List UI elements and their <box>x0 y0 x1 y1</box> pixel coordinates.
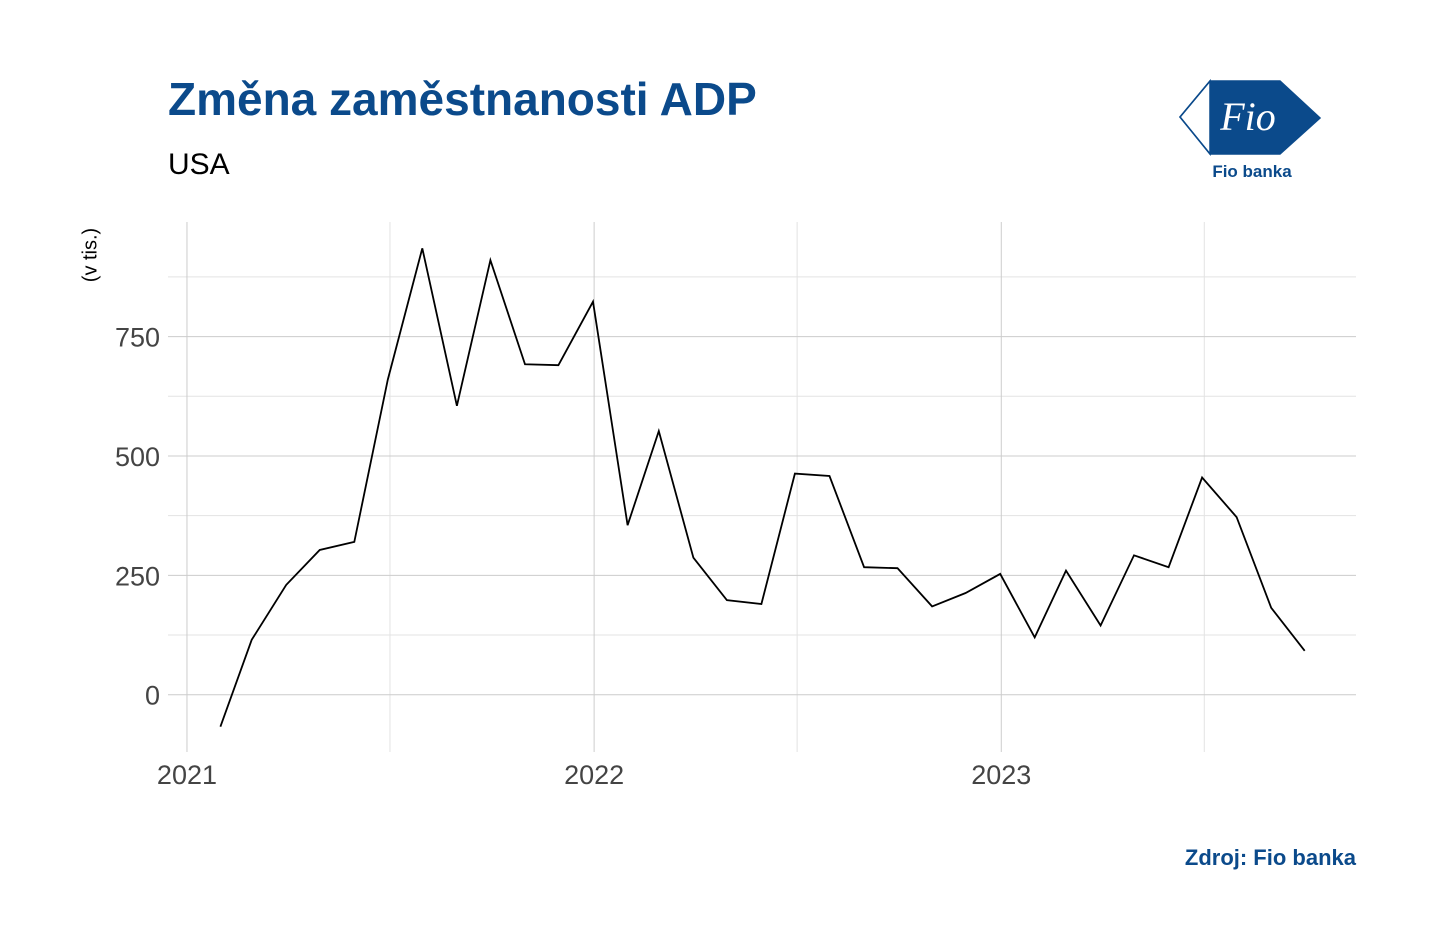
y-tick-label: 0 <box>145 681 160 711</box>
x-tick-label: 2021 <box>157 760 217 790</box>
x-tick-label: 2022 <box>564 760 624 790</box>
x-axis-ticks: 2021 2022 2023 <box>157 760 1031 790</box>
logo-mark-text: Fio <box>1219 94 1276 139</box>
x-tick-label: 2023 <box>971 760 1031 790</box>
logo-caption: Fio banka <box>1212 162 1292 181</box>
y-tick-label: 500 <box>115 442 160 472</box>
fio-logo-icon: Fio <box>1179 78 1322 157</box>
series-line <box>219 248 1306 728</box>
chart-subtitle: USA <box>168 148 230 181</box>
source-note: Zdroj: Fio banka <box>1184 845 1356 870</box>
minor-gridlines <box>168 222 1356 752</box>
chart-title: Změna zaměstnanosti ADP <box>168 73 757 125</box>
y-axis-ticks: 0 250 500 750 <box>115 323 160 711</box>
major-gridlines <box>168 222 1356 752</box>
y-tick-label: 250 <box>115 561 160 591</box>
y-tick-label: 750 <box>115 323 160 353</box>
